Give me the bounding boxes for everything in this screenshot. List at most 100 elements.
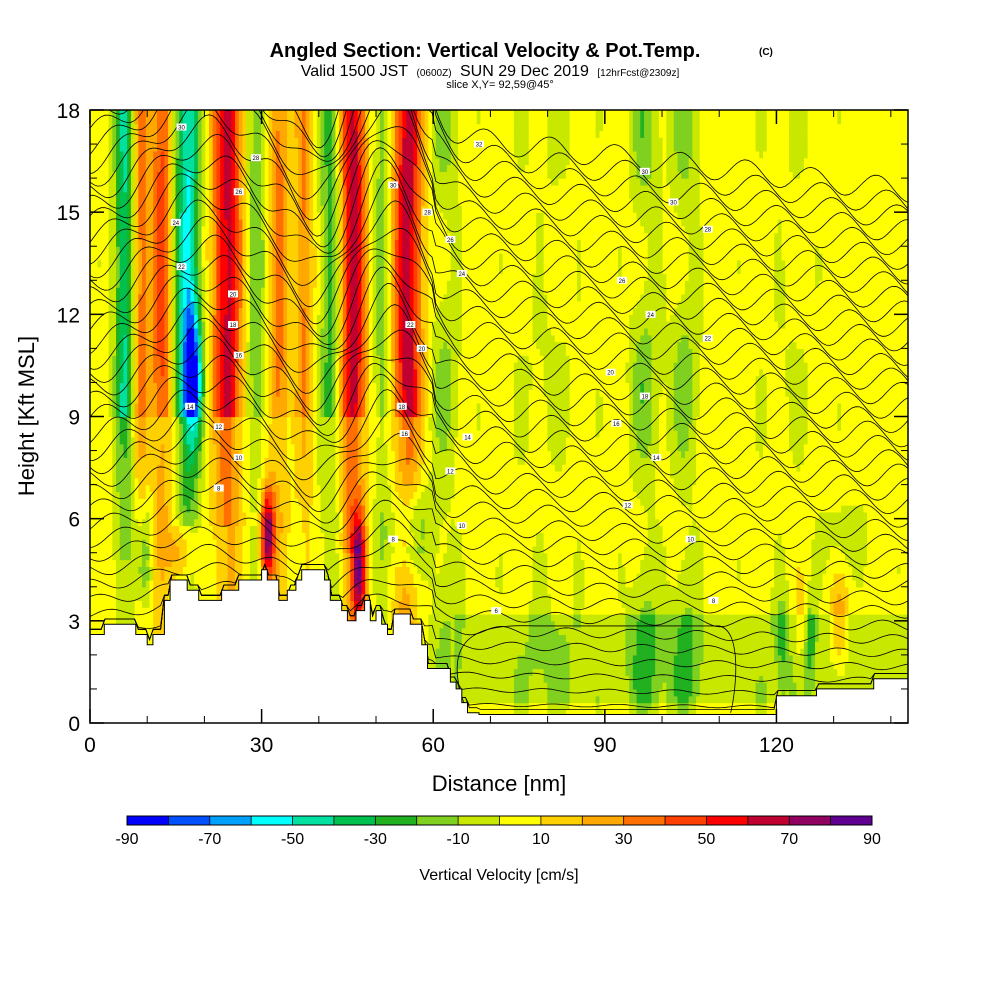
velocity-cell <box>659 587 663 594</box>
velocity-cell <box>655 648 659 655</box>
velocity-cell <box>454 580 458 587</box>
velocity-cell <box>514 634 518 641</box>
velocity-cell <box>715 703 719 710</box>
velocity-cell <box>822 634 826 641</box>
velocity-cell <box>663 580 667 587</box>
velocity-cell <box>629 607 633 614</box>
velocity-cell <box>488 621 492 628</box>
velocity-cell <box>707 696 711 703</box>
velocity-cell <box>332 573 336 580</box>
velocity-cell <box>685 682 689 689</box>
velocity-cell <box>852 614 856 621</box>
velocity-cell <box>629 628 633 635</box>
velocity-cell <box>596 607 600 614</box>
velocity-cell <box>785 600 789 607</box>
velocity-cell <box>637 682 641 689</box>
velocity-cell <box>811 669 815 676</box>
velocity-cell <box>718 614 722 621</box>
velocity-cell <box>573 621 577 628</box>
velocity-cell <box>224 573 228 580</box>
velocity-cell <box>778 675 782 682</box>
velocity-cell <box>756 628 760 635</box>
velocity-cell <box>462 634 466 641</box>
velocity-cell <box>614 607 618 614</box>
velocity-cell <box>778 689 782 696</box>
velocity-cell <box>480 689 484 696</box>
velocity-cell <box>558 682 562 689</box>
velocity-cell <box>123 573 127 580</box>
velocity-cell <box>506 594 510 601</box>
velocity-cell <box>551 621 555 628</box>
velocity-cell <box>696 682 700 689</box>
velocity-cell <box>562 696 566 703</box>
velocity-cell <box>149 594 153 601</box>
velocity-cell <box>599 662 603 669</box>
velocity-cell <box>529 628 533 635</box>
velocity-cell <box>730 580 734 587</box>
velocity-cell <box>499 669 503 676</box>
velocity-cell <box>637 696 641 703</box>
velocity-cell <box>588 648 592 655</box>
velocity-cell <box>585 573 589 580</box>
velocity-cell <box>458 621 462 628</box>
velocity-cell <box>503 580 507 587</box>
velocity-cell <box>395 573 399 580</box>
velocity-cell <box>707 648 711 655</box>
velocity-cell <box>856 675 860 682</box>
velocity-cell <box>648 669 652 676</box>
velocity-cell <box>566 655 570 662</box>
velocity-cell <box>384 594 388 601</box>
velocity-cell <box>157 594 161 601</box>
velocity-cell <box>558 621 562 628</box>
velocity-cell <box>808 682 812 689</box>
velocity-cell <box>399 594 403 601</box>
velocity-cell <box>477 675 481 682</box>
velocity-cell <box>659 703 663 710</box>
velocity-cell <box>161 573 165 580</box>
velocity-cell <box>711 628 715 635</box>
velocity-cell <box>856 614 860 621</box>
velocity-cell <box>785 689 789 696</box>
velocity-cell <box>670 655 674 662</box>
velocity-cell <box>499 655 503 662</box>
velocity-cell <box>488 648 492 655</box>
velocity-cell <box>473 580 477 587</box>
velocity-cell <box>785 669 789 676</box>
velocity-cell <box>532 696 536 703</box>
velocity-cell <box>767 655 771 662</box>
velocity-cell <box>863 669 867 676</box>
velocity-cell <box>704 600 708 607</box>
velocity-cell <box>666 628 670 635</box>
velocity-cell <box>454 573 458 580</box>
velocity-cell <box>462 566 466 573</box>
velocity-cell <box>176 566 180 573</box>
velocity-cell <box>428 580 432 587</box>
velocity-cell <box>640 669 644 676</box>
velocity-cell <box>428 634 432 641</box>
velocity-cell <box>484 662 488 669</box>
velocity-cell <box>209 587 213 594</box>
velocity-cell <box>532 662 536 669</box>
velocity-cell <box>492 696 496 703</box>
velocity-cell <box>756 655 760 662</box>
velocity-cell <box>804 655 808 662</box>
velocity-cell <box>573 682 577 689</box>
velocity-cell <box>715 682 719 689</box>
velocity-cell <box>611 607 615 614</box>
velocity-cell <box>648 648 652 655</box>
velocity-cell <box>752 621 756 628</box>
velocity-cell <box>637 655 641 662</box>
velocity-cell <box>811 655 815 662</box>
velocity-cell <box>804 607 808 614</box>
velocity-cell <box>588 682 592 689</box>
velocity-cell <box>540 641 544 648</box>
velocity-cell <box>573 641 577 648</box>
velocity-cell <box>875 573 879 580</box>
velocity-cell <box>886 587 890 594</box>
velocity-cell <box>793 682 797 689</box>
velocity-cell <box>633 634 637 641</box>
velocity-cell <box>510 621 514 628</box>
velocity-cell <box>663 587 667 594</box>
velocity-cell <box>521 614 525 621</box>
velocity-cell <box>889 669 893 676</box>
